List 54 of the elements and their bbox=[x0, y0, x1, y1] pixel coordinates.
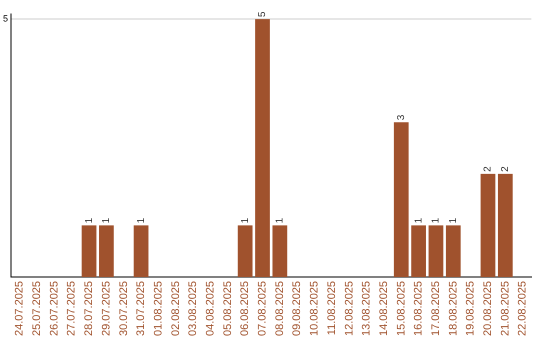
data-label: 1 bbox=[430, 217, 442, 224]
data-label: 1 bbox=[413, 217, 424, 224]
x-tick-label: 28.07.2025 bbox=[83, 280, 96, 336]
x-tick-label: 10.08.2025 bbox=[308, 280, 321, 336]
data-label: 1 bbox=[240, 217, 251, 224]
bar bbox=[394, 122, 409, 277]
x-tick-label: 12.08.2025 bbox=[343, 280, 356, 336]
x-tick-label: 18.08.2025 bbox=[447, 280, 460, 336]
x-tick-label: 17.08.2025 bbox=[430, 280, 442, 336]
x-tick-label: 15.08.2025 bbox=[395, 280, 408, 336]
x-tick-label: 05.08.2025 bbox=[222, 280, 234, 336]
x-tick-label: 19.08.2025 bbox=[464, 280, 477, 336]
x-tick-label: 21.08.2025 bbox=[499, 280, 512, 336]
x-tick-label: 08.08.2025 bbox=[274, 280, 286, 336]
x-tick-label: 04.08.2025 bbox=[204, 280, 216, 336]
data-label: 1 bbox=[84, 217, 95, 224]
x-tick-label: 31.07.2025 bbox=[135, 280, 148, 336]
data-label: 1 bbox=[448, 217, 460, 224]
x-tick-label: 29.07.2025 bbox=[100, 280, 112, 336]
x-tick-label: 14.08.2025 bbox=[378, 280, 390, 336]
bar bbox=[498, 174, 513, 277]
data-label: 1 bbox=[274, 217, 286, 224]
bar bbox=[82, 225, 96, 277]
bar bbox=[255, 19, 270, 277]
x-tick-label: 24.07.2025 bbox=[14, 280, 26, 336]
bar bbox=[99, 225, 114, 277]
x-tick-label: 16.08.2025 bbox=[412, 280, 425, 336]
x-tick-label: 25.07.2025 bbox=[31, 280, 44, 336]
x-tick-label: 01.08.2025 bbox=[152, 280, 164, 336]
x-tick-label: 30.07.2025 bbox=[118, 280, 130, 336]
x-tick-label: 20.08.2025 bbox=[482, 280, 494, 336]
data-label: 2 bbox=[500, 166, 512, 172]
data-label: 5 bbox=[257, 11, 268, 18]
x-tick-label: 03.08.2025 bbox=[187, 280, 200, 336]
x-tick-label: 11.08.2025 bbox=[326, 280, 338, 336]
x-tick-label: 06.08.2025 bbox=[239, 280, 252, 336]
x-tick-label: 22.08.2025 bbox=[516, 280, 529, 336]
data-label: 1 bbox=[136, 217, 147, 224]
bar bbox=[428, 225, 444, 277]
bar bbox=[134, 225, 148, 277]
bar bbox=[272, 225, 288, 277]
bar bbox=[480, 174, 496, 277]
x-tick-label: 26.07.2025 bbox=[48, 280, 60, 336]
data-label: 3 bbox=[396, 114, 408, 120]
bar bbox=[446, 225, 461, 277]
x-tick-label: 02.08.2025 bbox=[170, 280, 182, 336]
x-tick-label: 07.08.2025 bbox=[256, 280, 269, 336]
bar bbox=[238, 225, 253, 277]
data-label: 1 bbox=[101, 217, 112, 224]
data-label: 2 bbox=[482, 166, 494, 172]
x-tick-label: 13.08.2025 bbox=[360, 280, 373, 336]
x-tick-label: 09.08.2025 bbox=[291, 280, 304, 336]
bar bbox=[411, 225, 426, 277]
x-tick-label: 27.07.2025 bbox=[66, 280, 78, 336]
